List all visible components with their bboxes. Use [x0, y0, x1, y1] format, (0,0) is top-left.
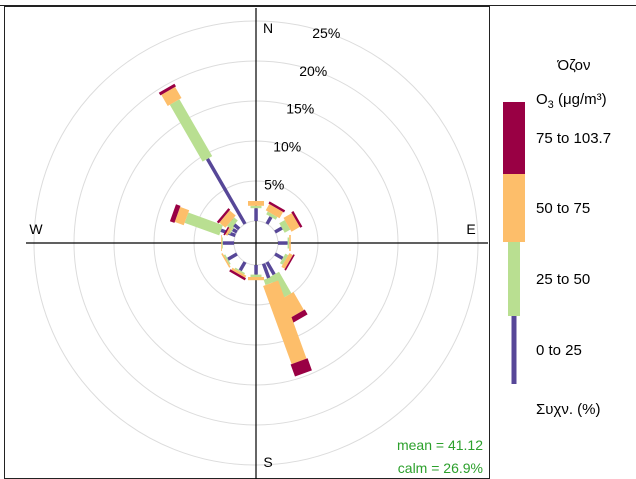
spoke-290-50-to-75	[174, 206, 190, 226]
calm-label: calm = 26.9%	[398, 460, 483, 476]
spoke-90-25-to-50	[287, 237, 290, 249]
spoke-210-75-to-103.7	[229, 269, 246, 281]
spoke-240-25-to-50	[223, 254, 231, 265]
spoke-210-0-to-25	[238, 261, 247, 272]
legend-label-50-to-75: 50 to 75	[536, 200, 590, 217]
legend-swatch-50-to-75	[503, 174, 525, 242]
direction-east: E	[466, 221, 475, 237]
spoke-310-0-to-25	[233, 223, 241, 231]
spoke-270-25-to-50	[222, 237, 223, 249]
radial-tick-label-5: 5%	[264, 176, 284, 192]
legend-unit: O3 (μg/m³)	[536, 91, 607, 111]
spoke-0-25-to-50	[250, 205, 262, 209]
legend-footer: Συχν. (%)	[536, 401, 601, 418]
spoke-330-50-to-75	[161, 86, 182, 106]
spoke-120-25-to-50	[279, 253, 289, 265]
spoke-330-0-to-25	[205, 157, 247, 225]
spoke-300-0-to-25	[231, 228, 238, 234]
spoke-180-0-to-25	[254, 265, 258, 275]
legend-pollutant: O	[536, 91, 548, 108]
spoke-210-50-to-75	[231, 267, 247, 278]
spoke-310-25-to-50	[227, 217, 238, 229]
spoke-60-75-to-103.7	[291, 211, 303, 228]
legend-label-75-to-103.7: 75 to 103.7	[536, 130, 611, 147]
spoke-160-25-to-50	[263, 276, 276, 286]
spoke-60-25-to-50	[279, 220, 291, 233]
spoke-150-25-to-50	[269, 271, 292, 299]
spoke-330-75-to-103.7	[158, 83, 176, 96]
legend-swatch-25-to-50	[508, 242, 520, 316]
legend-swatch-75-to-103.7	[503, 102, 525, 174]
spoke-270-50-to-75	[221, 235, 222, 251]
legend-unit-text: (μg/m³)	[554, 91, 607, 108]
spoke-150-0-to-25	[265, 261, 276, 276]
spoke-180-25-to-50	[250, 274, 262, 277]
spoke-120-75-to-103.7	[284, 254, 295, 271]
spoke-60-0-to-25	[274, 226, 283, 234]
spoke-270-0-to-25	[222, 241, 234, 245]
compass-axes	[26, 8, 488, 479]
spoke-160-0-to-25	[261, 263, 271, 279]
radial-tick-labels: 5% 10% 15% 20% 25%	[264, 25, 340, 192]
spoke-30-50-to-75	[265, 204, 284, 219]
spoke-120-50-to-75	[281, 253, 293, 269]
radial-tick-label-10: 10%	[273, 139, 301, 155]
spoke-310-75-to-103.7	[216, 208, 231, 224]
spoke-210-25-to-50	[234, 267, 245, 275]
legend-subscript: 3	[548, 99, 554, 111]
radial-tick-label-25: 25%	[312, 25, 340, 41]
spoke-290-75-to-103.7	[169, 204, 181, 223]
legend-color-bar: 75 to 103.7 50 to 75 25 to 50 0 to 25	[503, 102, 611, 384]
spoke-30-0-to-25	[265, 216, 273, 225]
legend: Όζον O3 (μg/m³) 75 to 103.7 50 to 75 25 to…	[503, 57, 611, 418]
radial-tick-label-15: 15%	[286, 101, 314, 117]
spoke-60-50-to-75	[283, 213, 300, 232]
direction-west: W	[29, 221, 43, 237]
direction-north: N	[263, 20, 273, 36]
spoke-240-50-to-75	[221, 253, 231, 268]
spoke-30-25-to-50	[266, 211, 278, 220]
legend-title: Όζον	[556, 57, 590, 74]
spoke-0-0-to-25	[254, 208, 258, 221]
spoke-160-50-to-75	[263, 280, 307, 365]
legend-label-0-to-25: 0 to 25	[536, 342, 582, 359]
spoke-90-50-to-75	[289, 235, 291, 251]
top-frame-line	[0, 0, 636, 6]
spoke-160-75-to-103.7	[290, 358, 312, 377]
mean-label: mean = 41.12	[397, 437, 483, 453]
direction-south: S	[263, 454, 272, 470]
radial-tick-label-20: 20%	[299, 63, 327, 79]
legend-swatch-0-to-25	[511, 316, 517, 384]
spoke-290-25-to-50	[184, 212, 223, 236]
spoke-180-50-to-75	[248, 277, 264, 281]
spoke-120-0-to-25	[274, 252, 284, 260]
spoke-90-0-to-25	[278, 241, 288, 245]
spoke-240-0-to-25	[227, 252, 238, 261]
wind-spokes	[158, 83, 312, 377]
spoke-30-75-to-103.7	[268, 201, 286, 213]
spoke-330-25-to-50	[169, 99, 213, 162]
spoke-150-50-to-75	[279, 292, 304, 318]
legend-label-25-to-50: 25 to 50	[536, 271, 590, 288]
spoke-0-50-to-75	[248, 201, 264, 206]
spoke-310-50-to-75	[219, 210, 236, 228]
spoke-150-75-to-103.7	[289, 309, 308, 324]
